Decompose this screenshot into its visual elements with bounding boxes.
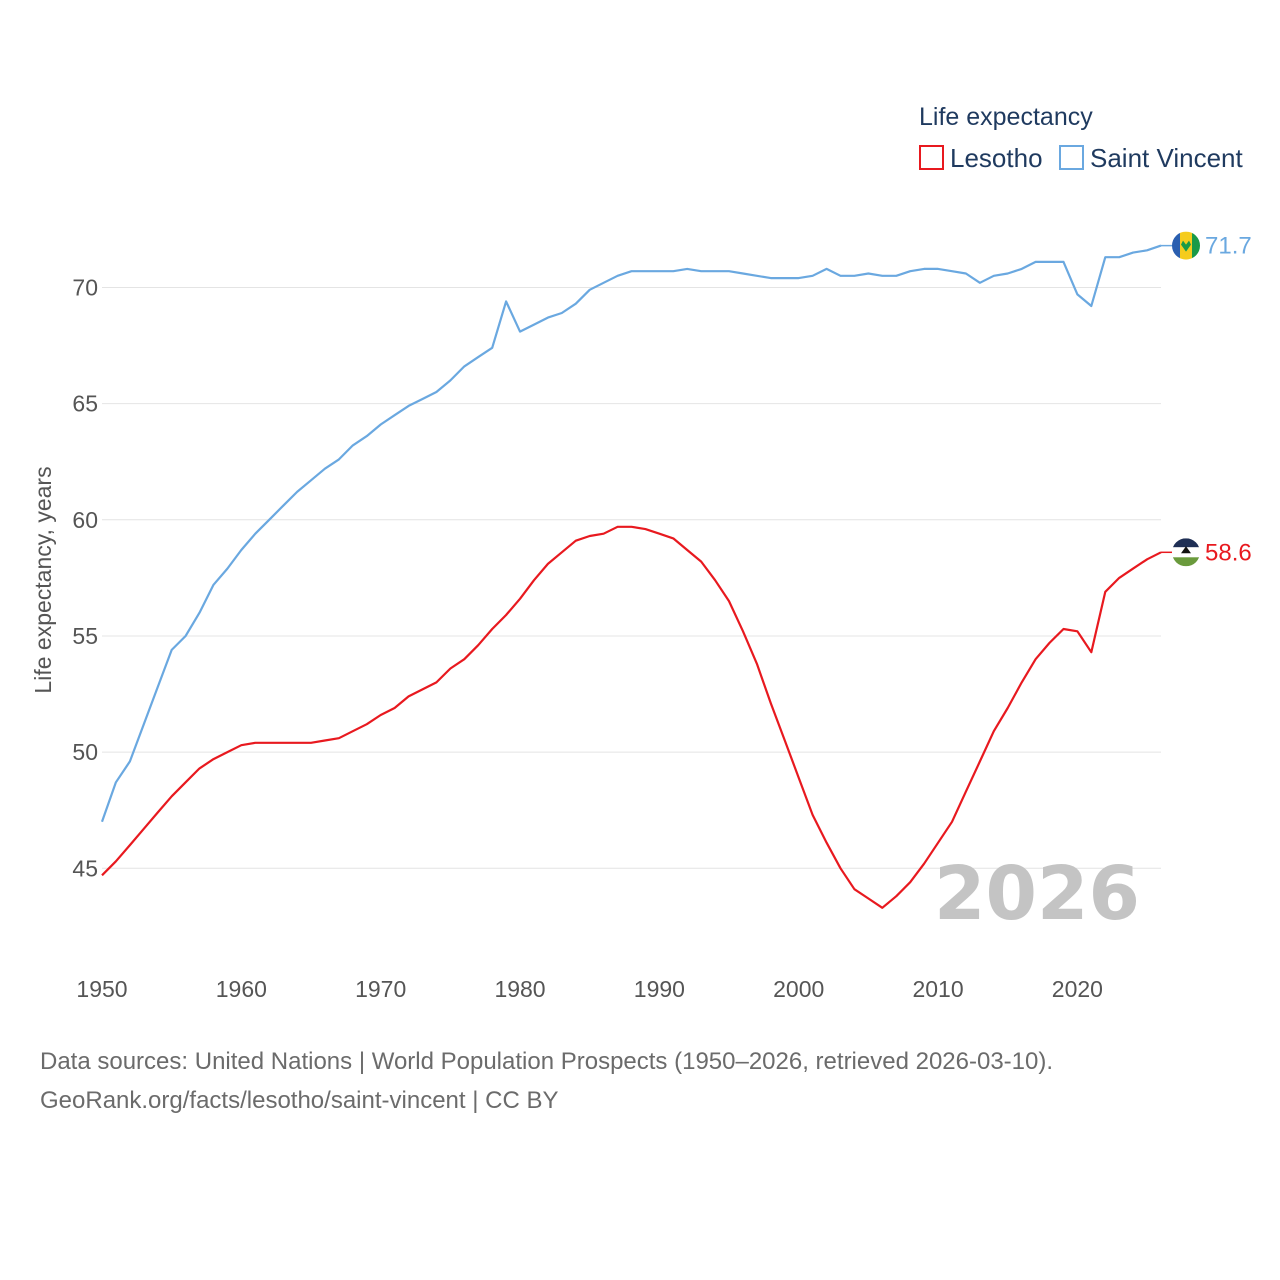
legend-swatch-saint-vincent [1059,145,1084,170]
y-tick-label: 60 [72,507,98,533]
y-axis-label: Life expectancy, years [30,466,56,693]
legend-item-lesotho[interactable]: Lesotho [919,143,1043,173]
y-tick-label: 70 [72,274,98,300]
saint-vincent-end-value: 71.7 [1205,233,1252,260]
series-line-saint-vincent[interactable] [100,244,1162,823]
series-lines [100,244,1172,909]
x-tick-label: 1970 [355,976,406,1002]
source-line: Data sources: United Nations | World Pop… [40,1048,1054,1075]
x-tick-label: 1950 [76,976,127,1002]
y-tick-label: 65 [72,391,98,417]
gridlines [102,286,1161,869]
x-tick-label: 1960 [216,976,267,1002]
x-tick-label: 2020 [1052,976,1103,1002]
x-tick-label: 2010 [912,976,963,1002]
legend-swatch-lesotho [919,145,944,170]
x-tick-label: 1980 [494,976,545,1002]
lesotho-flag-icon [1172,538,1200,567]
year-stamp: 2026 [934,851,1140,937]
saint-vincent-flag-icon [1172,231,1200,260]
x-tick-label: 2000 [773,976,824,1002]
attribution-link[interactable]: GeoRank.org/facts/lesotho/saint-vincent … [40,1087,559,1114]
legend-item-saint-vincent[interactable]: Saint Vincent [1059,143,1244,173]
series-line-lesotho[interactable] [101,525,1162,909]
y-tick-label: 45 [72,855,98,881]
lesotho-end-value: 58.6 [1205,539,1252,566]
x-axis-ticks: 1950 1960 1970 1980 1990 2000 2010 2020 [76,976,1103,1002]
legend-label-lesotho: Lesotho [950,143,1043,173]
y-axis-ticks: 45 50 55 60 65 70 [72,274,98,881]
y-tick-label: 50 [72,739,98,765]
x-tick-label: 1990 [634,976,685,1002]
y-tick-label: 55 [72,623,98,649]
legend-label-saint-vincent: Saint Vincent [1090,143,1244,173]
legend-title: Life expectancy [919,103,1093,131]
source-note: Data sources: United Nations | World Pop… [40,1042,1053,1120]
legend: Life expectancy Lesotho Saint Vincent [919,103,1244,173]
